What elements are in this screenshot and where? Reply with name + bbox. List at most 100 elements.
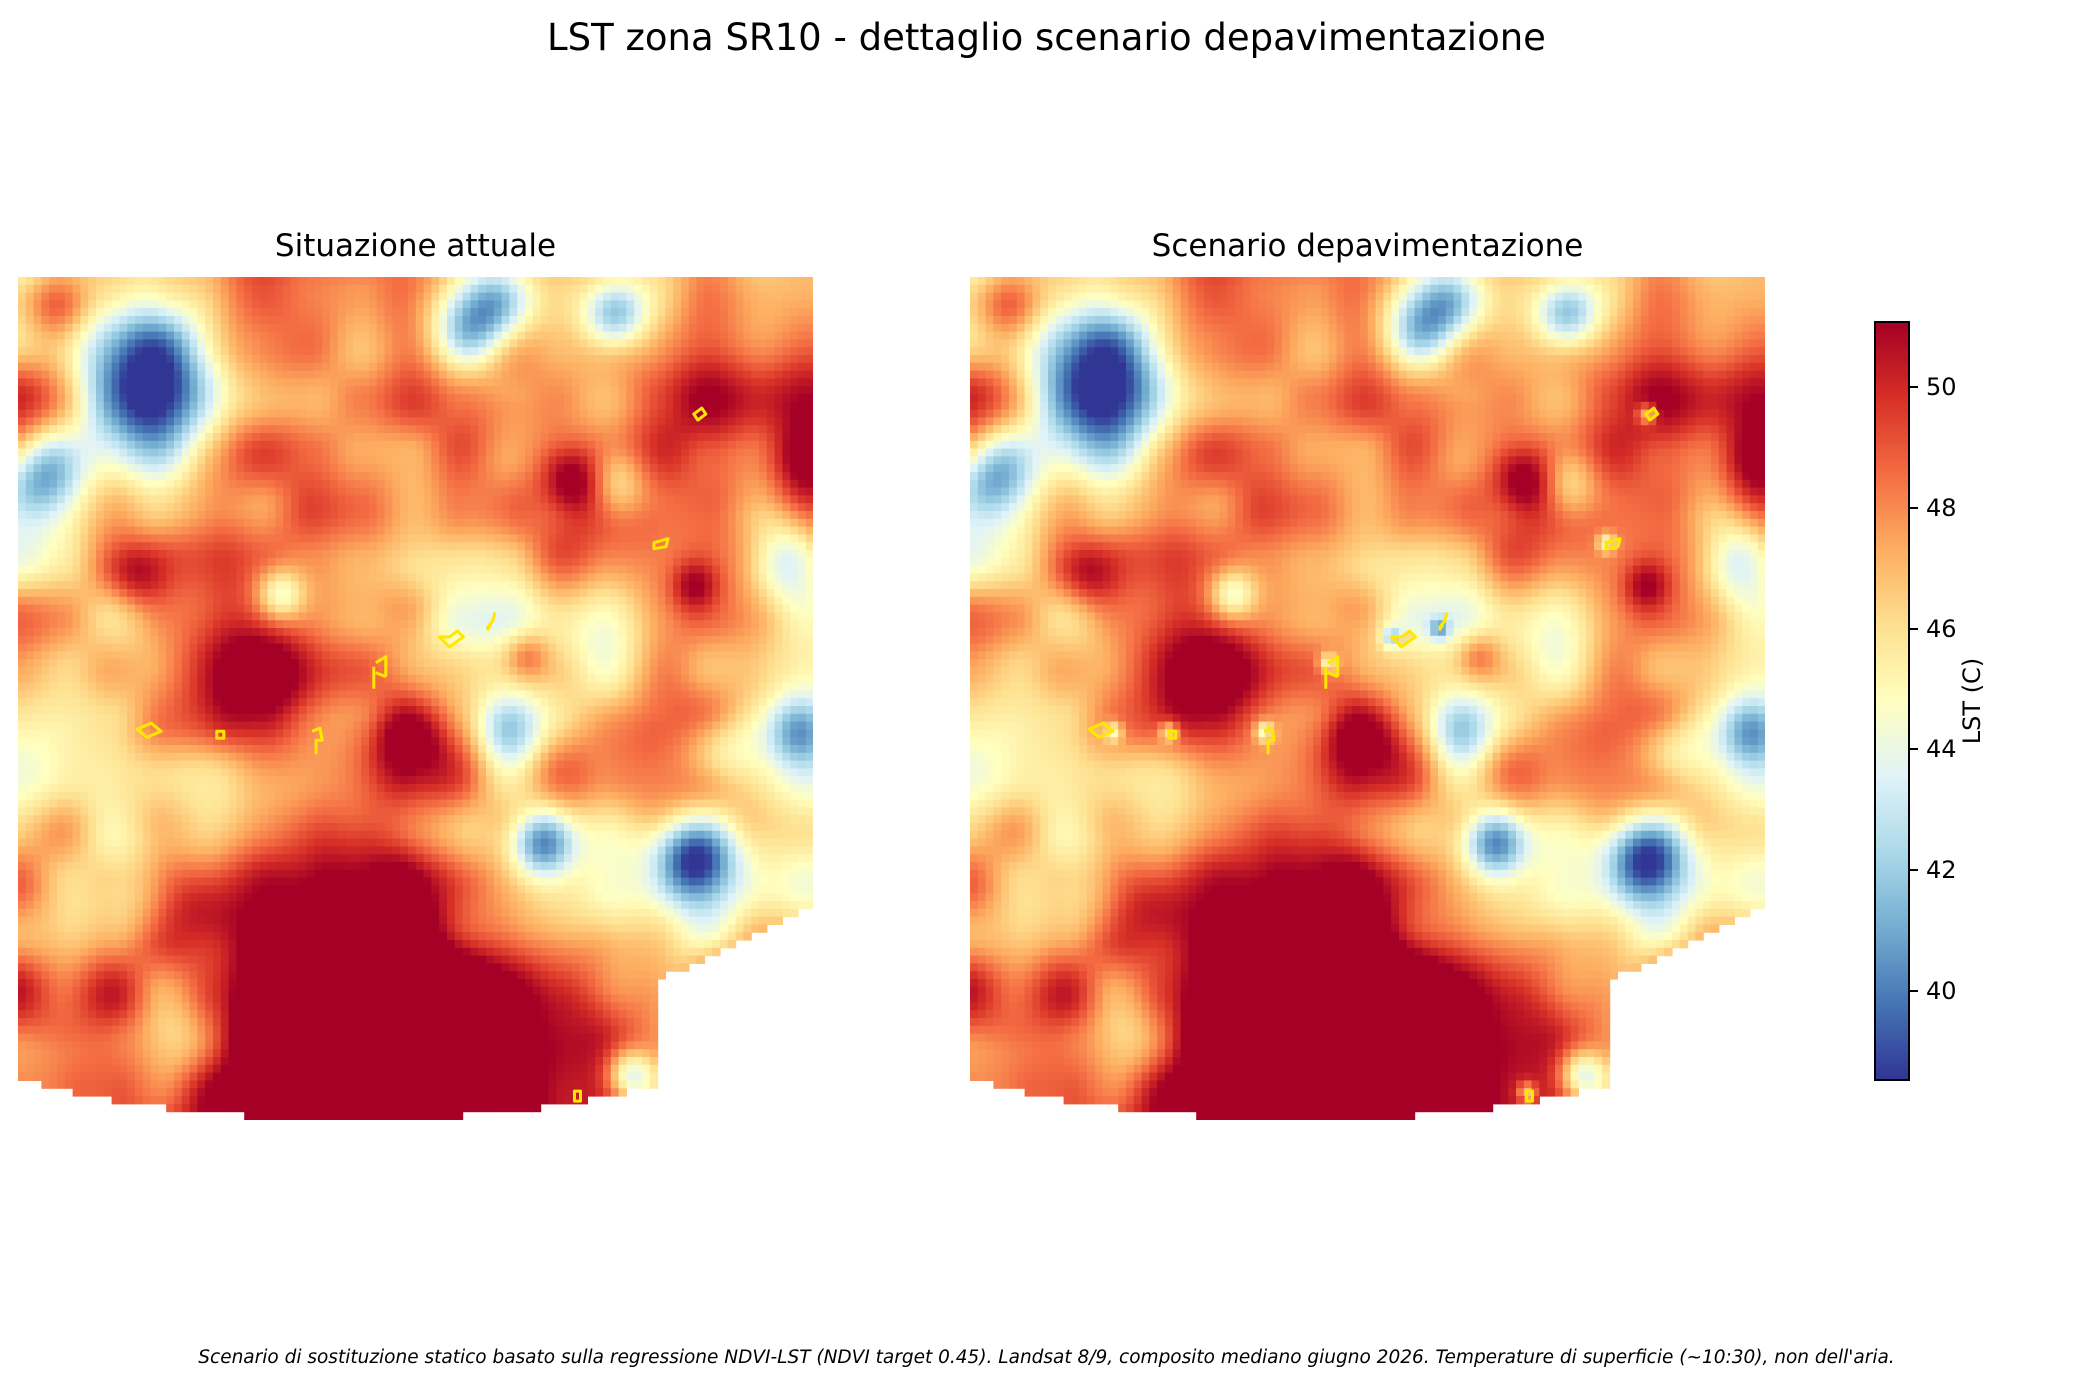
- heatmap-cell: [291, 534, 300, 543]
- heatmap-cell: [111, 799, 120, 808]
- heatmap-cell: [259, 791, 269, 801]
- heatmap-cell: [49, 815, 58, 824]
- heatmap-cell: [142, 1072, 152, 1081]
- heatmap-cell: [135, 877, 144, 886]
- heatmap-cell: [96, 557, 105, 567]
- heatmap-cell: [298, 394, 308, 403]
- heatmap-cell: [96, 869, 105, 879]
- heatmap-cell: [189, 885, 198, 894]
- heatmap-cell: [376, 401, 386, 411]
- heatmap-cell: [49, 534, 58, 543]
- heatmap-cell: [119, 916, 128, 925]
- heatmap-cell: [361, 807, 370, 816]
- heatmap-cell: [345, 979, 354, 988]
- heatmap-cell: [376, 456, 386, 465]
- heatmap-cell: [306, 690, 315, 699]
- heatmap-cell: [25, 557, 35, 567]
- heatmap-cell: [64, 651, 74, 660]
- heatmap-cell: [189, 456, 198, 465]
- heatmap-cell: [150, 706, 159, 715]
- heatmap-cell: [330, 901, 339, 910]
- heatmap-cell: [228, 347, 237, 356]
- heatmap-cell: [103, 401, 113, 411]
- heatmap-cell: [127, 1064, 136, 1074]
- heatmap-cell: [88, 768, 97, 777]
- heatmap-cell: [228, 908, 237, 918]
- heatmap-cell: [189, 1033, 198, 1042]
- heatmap-cell: [252, 947, 261, 957]
- heatmap-cell: [103, 908, 113, 918]
- heatmap-cell: [88, 620, 97, 629]
- heatmap-cell: [25, 979, 35, 988]
- heatmap-cell: [49, 901, 58, 910]
- heatmap-cell: [291, 362, 300, 372]
- heatmap-cell: [376, 1002, 386, 1011]
- heatmap-cell: [275, 362, 284, 372]
- heatmap-cell: [197, 768, 206, 777]
- heatmap-cell: [80, 495, 89, 504]
- heatmap-cell: [283, 448, 292, 457]
- heatmap-cell: [142, 1033, 152, 1042]
- heatmap-cell: [283, 940, 292, 949]
- heatmap-cell: [353, 916, 362, 925]
- heatmap-cell: [244, 674, 253, 684]
- heatmap-cell: [166, 916, 175, 925]
- heatmap-cell: [283, 737, 292, 746]
- heatmap-cell: [189, 659, 198, 668]
- heatmap-cell: [283, 292, 292, 301]
- heatmap-cell: [244, 526, 253, 535]
- heatmap-cell: [205, 760, 214, 769]
- heatmap-cell: [220, 518, 230, 528]
- heatmap-cell: [135, 386, 144, 395]
- heatmap-cell: [330, 815, 339, 824]
- heatmap-cell: [119, 869, 128, 879]
- heatmap-cell: [150, 651, 159, 660]
- heatmap-cell: [275, 971, 284, 980]
- heatmap-cell: [18, 838, 27, 847]
- heatmap-cell: [127, 487, 136, 496]
- heatmap-cell: [119, 1025, 128, 1035]
- heatmap-cell: [166, 659, 175, 668]
- heatmap-cell: [150, 440, 159, 450]
- heatmap-cell: [57, 947, 66, 957]
- heatmap-cell: [244, 971, 253, 980]
- heatmap-cell: [111, 472, 120, 481]
- heatmap-cell: [220, 277, 230, 286]
- heatmap-cell: [220, 300, 230, 309]
- heatmap-cell: [189, 854, 198, 863]
- heatmap-cell: [259, 339, 269, 348]
- heatmap-cell: [18, 378, 27, 387]
- heatmap-cell: [353, 713, 362, 723]
- heatmap-cell: [88, 339, 97, 348]
- heatmap-cell: [314, 721, 323, 730]
- heatmap-cell: [205, 1103, 214, 1113]
- heatmap-cell: [33, 308, 42, 317]
- heatmap-cell: [298, 924, 308, 933]
- heatmap-cell: [314, 300, 323, 309]
- heatmap-cell: [72, 284, 81, 294]
- heatmap-cell: [306, 1002, 315, 1011]
- heatmap-cell: [197, 386, 206, 395]
- heatmap-cell: [64, 1080, 74, 1089]
- heatmap-cell: [213, 440, 222, 450]
- heatmap-cell: [135, 433, 144, 442]
- heatmap-cell: [353, 706, 362, 715]
- heatmap-cell: [345, 456, 354, 465]
- heatmap-cell: [228, 963, 237, 972]
- heatmap-cell: [345, 1049, 354, 1058]
- heatmap-cell: [361, 292, 370, 301]
- heatmap-cell: [267, 1096, 276, 1105]
- heatmap-cell: [353, 1002, 362, 1011]
- heatmap-cell: [236, 425, 245, 434]
- heatmap-cell: [267, 440, 276, 450]
- heatmap-cell: [252, 479, 261, 489]
- heatmap-cell: [306, 604, 315, 613]
- heatmap-cell: [337, 604, 347, 613]
- heatmap-cell: [111, 1057, 120, 1066]
- heatmap-cell: [41, 791, 50, 801]
- heatmap-cell: [361, 628, 370, 637]
- heatmap-cell: [228, 417, 237, 426]
- heatmap-cell: [57, 807, 66, 816]
- heatmap-cell: [103, 518, 113, 528]
- heatmap-cell: [369, 1041, 378, 1050]
